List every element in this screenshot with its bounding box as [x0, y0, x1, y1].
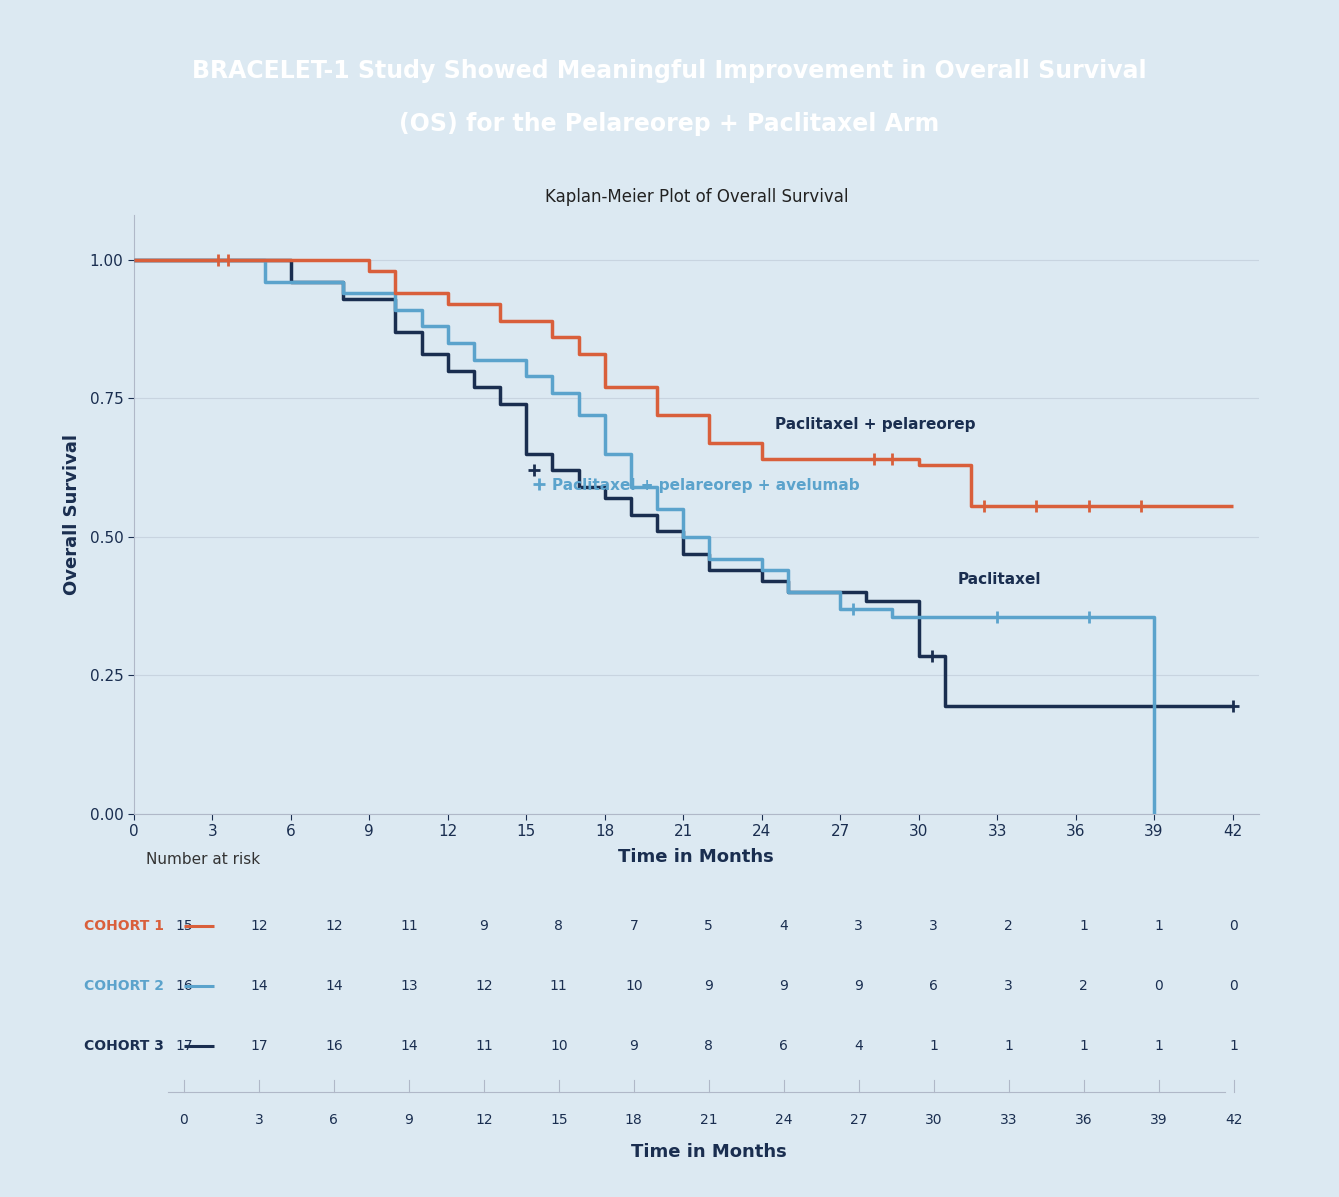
Text: COHORT 3: COHORT 3: [84, 1039, 163, 1052]
Text: 12: 12: [250, 918, 268, 932]
Text: 12: 12: [475, 979, 493, 992]
Text: (OS) for the Pelareorep + Paclitaxel Arm: (OS) for the Pelareorep + Paclitaxel Arm: [399, 113, 940, 136]
Text: Paclitaxel: Paclitaxel: [957, 572, 1042, 587]
Text: 9: 9: [704, 979, 714, 992]
Text: 6: 6: [929, 979, 939, 992]
Text: 3: 3: [929, 918, 939, 932]
Text: 8: 8: [554, 918, 564, 932]
Text: 2: 2: [1079, 979, 1089, 992]
Text: 42: 42: [1225, 1113, 1243, 1126]
Text: 11: 11: [550, 979, 568, 992]
Text: 3: 3: [854, 918, 864, 932]
Text: 21: 21: [700, 1113, 718, 1126]
Text: 33: 33: [1000, 1113, 1018, 1126]
Text: 3: 3: [254, 1113, 264, 1126]
Text: 30: 30: [925, 1113, 943, 1126]
Text: 17: 17: [175, 1039, 193, 1052]
Text: 13: 13: [400, 979, 418, 992]
Text: 10: 10: [625, 979, 643, 992]
Text: 12: 12: [475, 1113, 493, 1126]
Text: 14: 14: [325, 979, 343, 992]
X-axis label: Time in Months: Time in Months: [619, 847, 774, 865]
Text: COHORT 1: COHORT 1: [84, 918, 163, 932]
Text: 3: 3: [1004, 979, 1014, 992]
Text: 1: 1: [1154, 1039, 1164, 1052]
Text: 1: 1: [1229, 1039, 1239, 1052]
Y-axis label: Overall Survival: Overall Survival: [63, 435, 82, 595]
Text: 10: 10: [550, 1039, 568, 1052]
Text: 5: 5: [704, 918, 714, 932]
Text: 11: 11: [400, 918, 418, 932]
Text: BRACELET-1 Study Showed Meaningful Improvement in Overall Survival: BRACELET-1 Study Showed Meaningful Impro…: [193, 59, 1146, 83]
Text: 1: 1: [1079, 918, 1089, 932]
Text: Paclitaxel + pelareorep + avelumab: Paclitaxel + pelareorep + avelumab: [553, 478, 860, 493]
Text: 14: 14: [400, 1039, 418, 1052]
Text: 0: 0: [179, 1113, 189, 1126]
Text: 8: 8: [704, 1039, 714, 1052]
Text: 16: 16: [325, 1039, 343, 1052]
Text: 16: 16: [175, 979, 193, 992]
Text: COHORT 2: COHORT 2: [84, 979, 163, 992]
Text: 9: 9: [854, 979, 864, 992]
Text: Number at risk: Number at risk: [146, 852, 261, 867]
Text: 6: 6: [329, 1113, 339, 1126]
Text: 9: 9: [479, 918, 489, 932]
Text: 15: 15: [175, 918, 193, 932]
Text: 15: 15: [550, 1113, 568, 1126]
Text: 9: 9: [629, 1039, 639, 1052]
Text: 9: 9: [404, 1113, 414, 1126]
Text: 7: 7: [629, 918, 639, 932]
Text: 14: 14: [250, 979, 268, 992]
Text: 1: 1: [1079, 1039, 1089, 1052]
Text: Time in Months: Time in Months: [631, 1143, 786, 1161]
Text: 11: 11: [475, 1039, 493, 1052]
Text: 18: 18: [625, 1113, 643, 1126]
Text: 0: 0: [1154, 979, 1164, 992]
Text: 6: 6: [779, 1039, 789, 1052]
Text: 24: 24: [775, 1113, 793, 1126]
Title: Kaplan-Meier Plot of Overall Survival: Kaplan-Meier Plot of Overall Survival: [545, 188, 848, 206]
Text: 1: 1: [1004, 1039, 1014, 1052]
Text: 9: 9: [779, 979, 789, 992]
Text: Paclitaxel + pelareorep: Paclitaxel + pelareorep: [775, 417, 975, 432]
Text: 0: 0: [1229, 979, 1239, 992]
Text: 4: 4: [779, 918, 789, 932]
Text: 12: 12: [325, 918, 343, 932]
Text: 39: 39: [1150, 1113, 1168, 1126]
Text: 0: 0: [1229, 918, 1239, 932]
Text: 1: 1: [1154, 918, 1164, 932]
Text: 2: 2: [1004, 918, 1014, 932]
Text: 17: 17: [250, 1039, 268, 1052]
Text: 4: 4: [854, 1039, 864, 1052]
Text: 1: 1: [929, 1039, 939, 1052]
Text: 27: 27: [850, 1113, 868, 1126]
Text: 36: 36: [1075, 1113, 1093, 1126]
